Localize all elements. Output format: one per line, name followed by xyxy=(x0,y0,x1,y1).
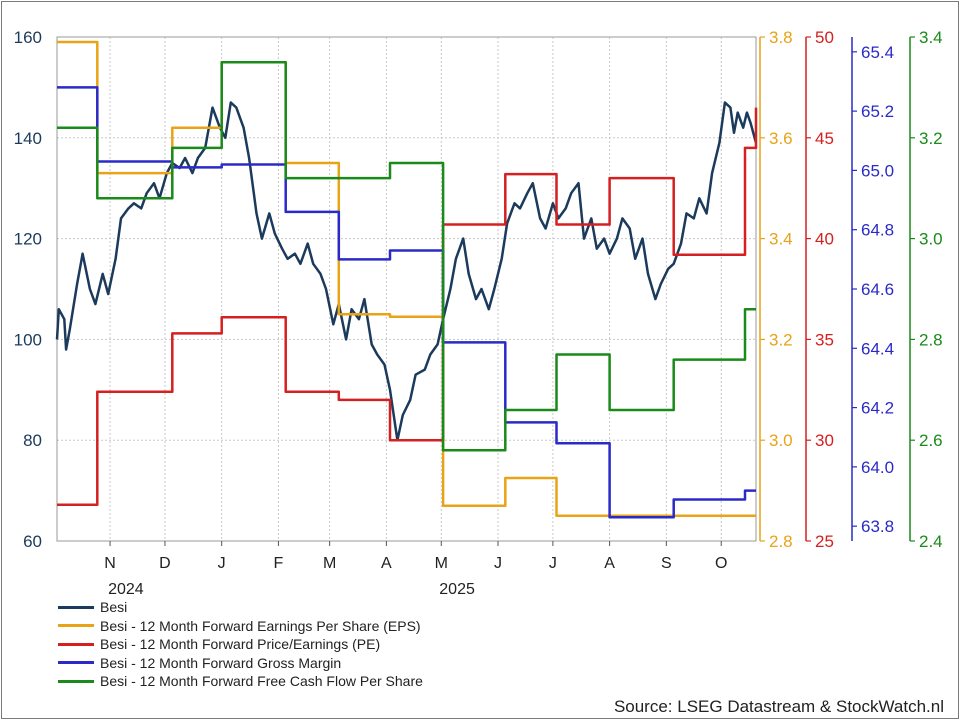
x-tick-label: S xyxy=(661,555,672,572)
legend-swatch xyxy=(58,642,94,646)
y-tick-label-price: 140 xyxy=(14,129,42,148)
y-tick-label-fcf: 2.6 xyxy=(919,431,943,450)
y-tick-label-gm: 65.0 xyxy=(861,161,894,180)
y-tick-label-gm: 65.2 xyxy=(861,102,894,121)
y-tick-label-pe: 35 xyxy=(815,330,834,349)
y-tick-label-gm: 64.2 xyxy=(861,399,894,418)
y-tick-label-price: 100 xyxy=(14,330,42,349)
x-tick-label: J xyxy=(218,555,226,572)
y-tick-label-pe: 45 xyxy=(815,129,834,148)
legend-item: Besi - 12 Month Forward Price/Earnings (… xyxy=(58,635,423,654)
legend-item: Besi - 12 Month Forward Earnings Per Sha… xyxy=(58,617,423,636)
y-tick-label-eps: 3.6 xyxy=(769,129,793,148)
legend-label: Besi - 12 Month Forward Gross Margin xyxy=(100,654,342,671)
y-tick-label-eps: 2.8 xyxy=(769,532,793,551)
legend-swatch xyxy=(58,661,94,665)
y-tick-label-gm: 64.8 xyxy=(861,221,894,240)
y-tick-label-fcf: 3.0 xyxy=(919,230,943,249)
y-tick-label-pe: 40 xyxy=(815,230,834,249)
series-line-2 xyxy=(57,107,758,506)
plot-area xyxy=(56,36,757,542)
y-tick-label-eps: 3.4 xyxy=(769,230,793,249)
series-line-3 xyxy=(57,86,756,519)
x-tick-label: O xyxy=(715,555,727,572)
series-line-1 xyxy=(57,40,756,518)
x-tick-label: M xyxy=(323,555,336,572)
y-tick-label-eps: 3.2 xyxy=(769,330,793,349)
y-tick-label-gm: 64.0 xyxy=(861,458,894,477)
y-tick-label-pe: 30 xyxy=(815,431,834,450)
series-line-4 xyxy=(57,60,756,452)
legend-swatch xyxy=(58,605,94,609)
source-note: Source: LSEG Datastream & StockWatch.nl xyxy=(613,697,944,716)
y-tick-label-price: 160 xyxy=(14,28,42,47)
y-tick-label-price: 60 xyxy=(23,532,42,551)
y-tick-label-fcf: 2.4 xyxy=(919,532,943,551)
y-tick-label-gm: 65.4 xyxy=(861,43,894,62)
x-year-label: 2024 xyxy=(108,581,144,598)
y-tick-label-gm: 63.8 xyxy=(861,517,894,536)
y-tick-label-eps: 3.8 xyxy=(769,28,793,47)
legend-label: Besi xyxy=(100,599,128,616)
y-tick-label-price: 120 xyxy=(14,230,42,249)
x-year-label: 2025 xyxy=(439,581,475,598)
legend-item: Besi - 12 Month Forward Gross Margin xyxy=(58,654,423,673)
x-tick-label: M xyxy=(435,555,448,572)
x-tick-label: J xyxy=(494,555,502,572)
x-tick-label: F xyxy=(274,555,284,572)
legend-label: Besi - 12 Month Forward Free Cash Flow P… xyxy=(100,673,423,690)
y-tick-label-pe: 25 xyxy=(815,532,834,551)
x-tick-label: D xyxy=(159,555,171,572)
legend-swatch xyxy=(58,624,94,628)
y-tick-label-pe: 50 xyxy=(815,28,834,47)
x-tick-label: A xyxy=(381,555,392,572)
legend-swatch xyxy=(58,679,94,683)
x-tick-label: J xyxy=(549,555,557,572)
x-tick-label: A xyxy=(604,555,615,572)
y-tick-label-gm: 64.4 xyxy=(861,339,894,358)
y-tick-label-fcf: 3.2 xyxy=(919,129,943,148)
series-line-0 xyxy=(55,101,758,442)
legend-item: Besi xyxy=(58,598,423,617)
legend-label: Besi - 12 Month Forward Price/Earnings (… xyxy=(100,636,381,653)
y-tick-label-eps: 3.0 xyxy=(769,431,793,450)
y-tick-label-fcf: 3.4 xyxy=(919,28,943,47)
legend: Besi Besi - 12 Month Forward Earnings Per… xyxy=(58,598,423,691)
legend-label: Besi - 12 Month Forward Earnings Per Sha… xyxy=(100,617,421,634)
y-tick-label-fcf: 2.8 xyxy=(919,330,943,349)
x-tick-label: N xyxy=(104,555,116,572)
y-tick-label-price: 80 xyxy=(23,431,42,450)
legend-item: Besi - 12 Month Forward Free Cash Flow P… xyxy=(58,672,423,691)
y-tick-label-gm: 64.6 xyxy=(861,280,894,299)
